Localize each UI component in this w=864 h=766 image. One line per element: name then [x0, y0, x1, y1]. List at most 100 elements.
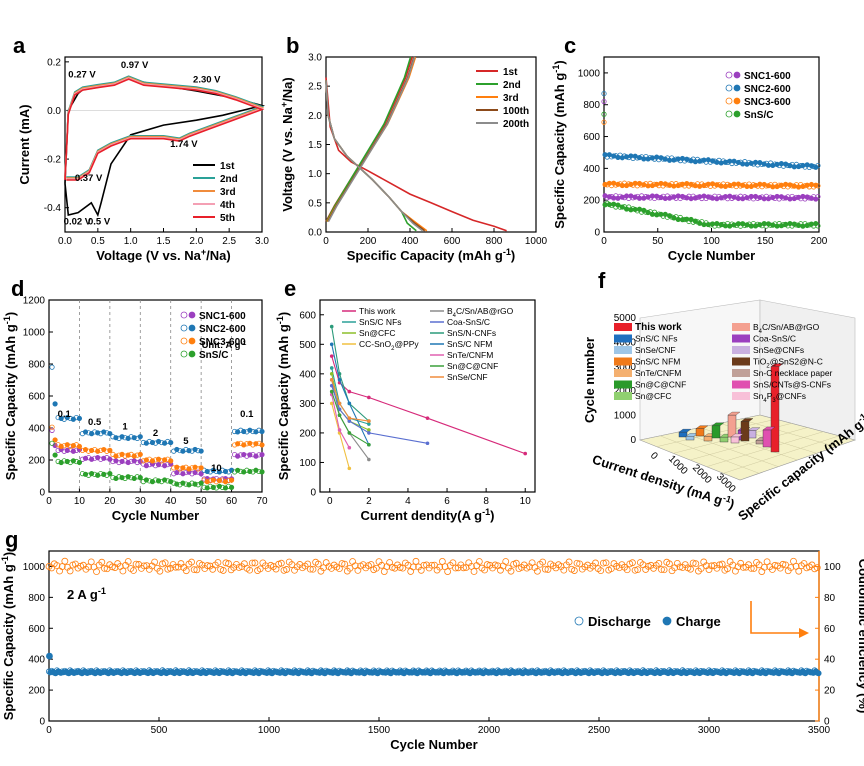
first-cycle-point — [46, 652, 53, 660]
bar-SnS/CNTs@S-CNFs — [762, 429, 772, 448]
bar-SnTe/CNFM — [703, 436, 713, 442]
legend-label: Sn@C@CNF — [635, 380, 686, 390]
x-axis-label: Voltage (V vs. Na+/Na) — [96, 247, 230, 263]
rate-point — [259, 428, 265, 435]
y2-tick-label: 20 — [824, 686, 836, 697]
x-tick-label: 10 — [520, 496, 532, 507]
ce-point — [724, 565, 731, 573]
ce-point — [156, 567, 164, 575]
legend-marker — [180, 337, 188, 345]
y-axis-label: Current (mA) — [17, 104, 32, 184]
y-tick-label: 1000 — [23, 328, 46, 339]
legend-label: Discharge — [588, 614, 651, 629]
y-tick-label: 2.5 — [308, 82, 322, 93]
bar-top — [727, 411, 741, 416]
y-axis-label: Specific Capacity (mAh g-1) — [2, 312, 18, 481]
rate-label: 5 — [183, 436, 189, 447]
axis-arrow — [750, 601, 799, 634]
ce-point — [378, 561, 386, 569]
bar-Sn@C@CNF — [711, 425, 721, 439]
legend-label: Sn@C@CNF — [447, 361, 498, 371]
comparison-point — [347, 445, 352, 450]
rate-point — [131, 453, 137, 459]
bar-top — [740, 418, 754, 422]
legend-label: 2nd — [220, 174, 238, 185]
legend-label: 5th — [220, 213, 235, 224]
comparison-point — [347, 401, 352, 406]
legend-swatch — [732, 334, 750, 343]
y-axis-label: Specific Capacity (mAh g-1) — [551, 60, 567, 229]
discharge-curve-2nd — [325, 80, 417, 232]
bar-SnSe/CNF — [685, 436, 695, 441]
ce-point — [124, 558, 132, 565]
panel-label: e — [284, 276, 296, 301]
y-tick-label: -0.4 — [44, 203, 62, 214]
panel-d: 0 10 20 30 40 50 60 70 0 200 400 600 800 1000 1200 Cycl… — [2, 276, 268, 523]
bar-top — [762, 426, 776, 431]
legend-label: 1st — [220, 161, 235, 172]
ce-point — [222, 559, 230, 567]
bar-top — [770, 363, 784, 367]
rate-point — [198, 471, 204, 477]
y-tick-label: 600 — [28, 392, 45, 403]
legend-label: This work — [359, 306, 396, 316]
rate-point — [198, 480, 204, 486]
capacity-point — [815, 194, 821, 200]
x-tick-label: 0.5 — [91, 236, 105, 247]
rate-label: 0.1 — [240, 409, 254, 420]
x-axis-label: Cycle Number — [668, 248, 755, 263]
x-tick-label: 30 — [135, 496, 147, 507]
legend-swatch — [614, 392, 632, 400]
comparison-line-CC-SnO2@PPy — [331, 403, 350, 469]
ce-point — [570, 567, 578, 574]
ce-point — [283, 566, 291, 573]
legend-marker — [188, 311, 196, 319]
bar-top — [747, 427, 761, 431]
ce-point — [747, 564, 755, 572]
rate-point — [210, 484, 216, 490]
rate-point — [52, 437, 58, 443]
y-tick-label: 400 — [583, 164, 600, 175]
first-cycle-point — [601, 119, 607, 125]
x-tick-label: 10 — [74, 496, 86, 507]
legend-label: 2nd — [503, 80, 521, 91]
legend-label: SnS/C NFs — [359, 317, 402, 327]
ce-point — [658, 566, 665, 573]
legend-label: SNC3-600 — [744, 97, 791, 108]
rate-label: 2 — [153, 428, 158, 439]
legend-label: Sn@CFC — [635, 391, 672, 401]
legend-label: SnTe/CNFM — [635, 368, 681, 378]
y-tick-label: 2.0 — [308, 111, 322, 122]
ce-point — [507, 567, 515, 575]
legend-label: 1st — [503, 67, 518, 78]
legend-marker — [180, 324, 188, 332]
y-tick-label: 200 — [28, 456, 45, 467]
rate-label: 1 — [122, 422, 128, 433]
legend-marker — [733, 71, 741, 79]
bar-B4C/Sn/AB@rGO — [727, 414, 737, 438]
ce-point — [512, 559, 520, 567]
ce-point — [58, 563, 66, 570]
y-tick-label: 0.2 — [47, 57, 61, 68]
x-tick-label: 0 — [327, 496, 333, 507]
panel-label: c — [564, 33, 576, 58]
rate-point — [131, 435, 137, 441]
x-tick-label: 1000 — [258, 725, 281, 736]
ce-point — [219, 567, 227, 574]
legend-swatch — [732, 392, 750, 400]
rate-point — [119, 458, 125, 465]
comparison-point — [329, 324, 334, 329]
ce-point — [372, 564, 380, 572]
ce-point — [660, 566, 668, 574]
y-tick-label: 0 — [310, 488, 316, 499]
ce-point — [132, 560, 140, 568]
ce-point — [251, 559, 259, 567]
comparison-point — [329, 372, 334, 376]
comparison-point — [367, 431, 371, 435]
ce-point — [190, 566, 198, 574]
annotation-label: 0.97 V — [121, 60, 149, 71]
y2-axis-label: Coulombic efficiency (%) — [856, 559, 864, 714]
x-tick-label: 0 — [323, 236, 329, 247]
rate-point — [82, 455, 89, 461]
plot-frame-g — [48, 550, 820, 722]
